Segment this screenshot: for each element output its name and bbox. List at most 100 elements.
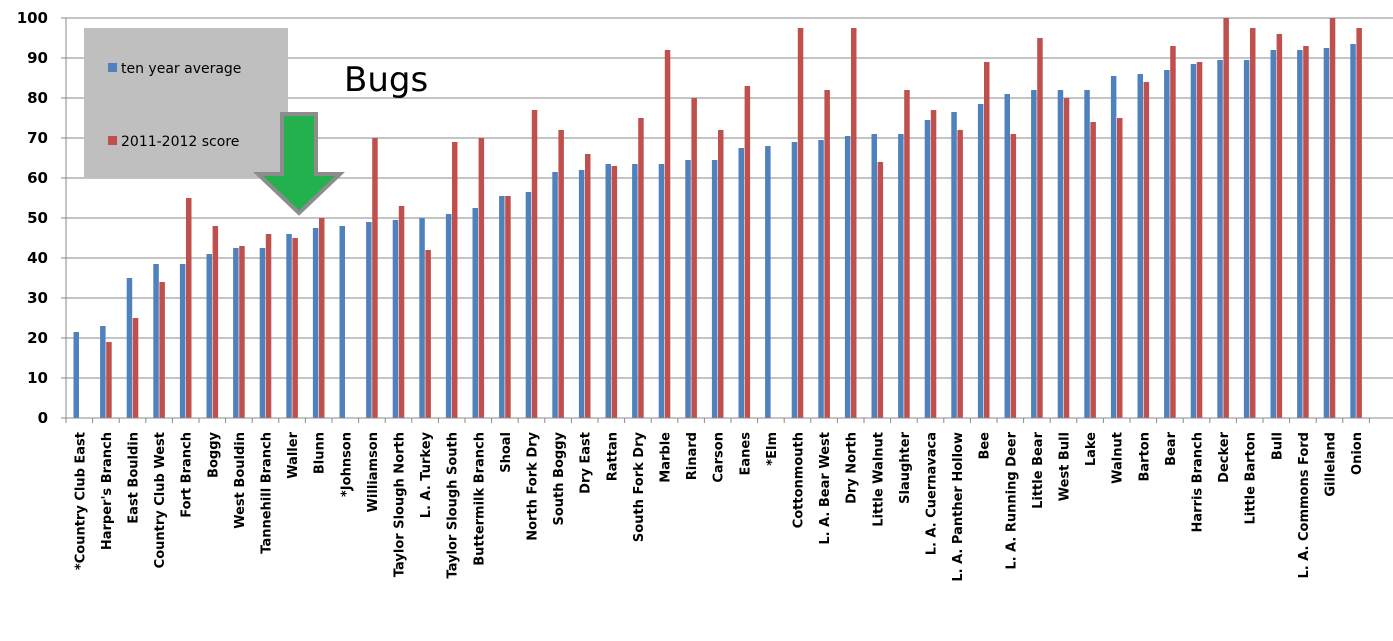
legend-label-ten-year-average: ten year average — [121, 61, 241, 77]
bar-ten-year-average — [1323, 48, 1330, 418]
x-tick-label: West Bouldin — [233, 432, 248, 529]
bar-2011-2012-score — [1117, 118, 1123, 418]
x-tick-label: Decker — [1217, 431, 1232, 482]
bar-ten-year-average — [126, 278, 133, 418]
bar-2011-2012-score — [824, 90, 830, 418]
bar-2011-2012-score — [319, 218, 325, 418]
x-tick-label: Harper's Branch — [100, 432, 115, 550]
bar-ten-year-average — [339, 226, 345, 418]
bar-ten-year-average — [871, 134, 877, 418]
bar-ten-year-average — [445, 214, 452, 418]
bar-ten-year-average — [552, 172, 558, 418]
y-tick-label: 60 — [27, 169, 48, 187]
y-tick-label: 80 — [27, 89, 48, 107]
bar-ten-year-average — [153, 264, 159, 418]
x-tick-label: West Bull — [1058, 432, 1073, 501]
bar-ten-year-average — [179, 264, 186, 418]
x-tick-label: Blunn — [313, 432, 328, 474]
bar-2011-2012-score — [1329, 18, 1336, 418]
bar-ten-year-average — [1110, 76, 1117, 418]
x-tick-label: Bee — [978, 432, 993, 460]
x-tick-label: L. A. Cuernavaca — [925, 432, 940, 555]
bar-2011-2012-score — [930, 110, 937, 418]
bar-2011-2012-score — [691, 98, 697, 418]
x-tick-label: Fort Branch — [180, 432, 195, 518]
bar-2011-2012-score — [1196, 62, 1203, 418]
legend-swatch-2011-2012-score — [108, 136, 117, 145]
bar-2011-2012-score — [1037, 38, 1043, 418]
bar-2011-2012-score — [1063, 98, 1070, 418]
bar-ten-year-average — [525, 192, 532, 418]
bar-2011-2012-score — [904, 90, 910, 418]
bar-ten-year-average — [392, 220, 399, 418]
bar-ten-year-average — [1084, 90, 1090, 418]
bar-2011-2012-score — [1143, 82, 1150, 418]
bar-ten-year-average — [1350, 44, 1356, 418]
bar-2011-2012-score — [877, 162, 884, 418]
x-tick-label: Taylor Slough South — [446, 432, 461, 578]
x-tick-label: Walnut — [1111, 432, 1126, 484]
x-tick-label: Country Club West — [153, 432, 168, 568]
y-tick-labels: 0 10 20 30 40 50 60 70 80 90 100 — [17, 9, 48, 427]
bar-ten-year-average — [1243, 60, 1250, 418]
x-tick-label: South Fork Dry — [632, 431, 647, 542]
bar-2011-2012-score — [1090, 122, 1096, 418]
x-tick-label: *Country Club East — [73, 432, 88, 570]
bar-ten-year-average — [738, 148, 744, 418]
bar-2011-2012-score — [851, 28, 857, 418]
bar-ten-year-average — [818, 140, 824, 418]
x-tick-label: Buttermilk Branch — [472, 432, 487, 566]
x-tick-label: Dry North — [845, 432, 860, 504]
bar-ten-year-average — [977, 104, 984, 418]
x-tick-label: Cottonmouth — [792, 432, 807, 528]
y-tick-label: 0 — [38, 409, 48, 427]
x-tick-label: Tannehill Branch — [260, 432, 275, 554]
x-tick-label: Lake — [1084, 432, 1099, 466]
x-tick-label: L. A. Turkey — [419, 431, 434, 518]
bar-2011-2012-score — [292, 238, 298, 418]
legend-swatch-ten-year-average — [108, 63, 117, 72]
bar-2011-2012-score — [585, 154, 591, 418]
bar-2011-2012-score — [558, 130, 564, 418]
bar-2011-2012-score — [132, 318, 139, 418]
bar-2011-2012-score — [505, 196, 511, 418]
x-tick-label: Barton — [1137, 432, 1152, 482]
bar-ten-year-average — [685, 160, 691, 418]
bar-2011-2012-score — [452, 142, 458, 418]
bar-ten-year-average — [951, 112, 957, 418]
bar-2011-2012-score — [611, 166, 618, 418]
annotation-bugs: Bugs — [344, 60, 428, 100]
bar-ten-year-average — [924, 120, 931, 418]
bar-2011-2012-score — [638, 118, 644, 418]
bar-ten-year-average — [259, 248, 266, 418]
bar-ten-year-average — [1217, 60, 1223, 418]
x-tick-label: Rattan — [605, 432, 620, 481]
bar-2011-2012-score — [797, 28, 804, 418]
legend: ten year average 2011-2012 score — [84, 28, 288, 178]
x-tick-label: South Boggy — [552, 431, 567, 525]
x-tick-label: Dry East — [579, 432, 594, 494]
y-tick-label: 70 — [27, 129, 48, 147]
bar-ten-year-average — [632, 164, 638, 418]
bar-ten-year-average — [312, 228, 319, 418]
bar-ten-year-average — [765, 146, 771, 418]
bar-2011-2012-score — [1276, 34, 1283, 418]
legend-label-2011-2012-score: 2011-2012 score — [121, 134, 239, 150]
bar-ten-year-average — [898, 134, 904, 418]
x-tick-label: Carson — [712, 432, 727, 483]
x-tick-label: Onion — [1350, 432, 1365, 475]
y-tick-label: 50 — [27, 209, 48, 227]
x-tick-label: East Bouldin — [127, 432, 142, 524]
x-tick-label: Shoal — [499, 432, 514, 473]
bar-2011-2012-score — [531, 110, 538, 418]
x-tick-label: Bear — [1164, 431, 1179, 465]
x-tick-label: Little Barton — [1244, 432, 1259, 524]
axes — [61, 17, 1393, 423]
bar-2011-2012-score — [1010, 134, 1017, 418]
y-tick-label: 90 — [27, 49, 48, 67]
x-tick-label: Bull — [1270, 432, 1285, 460]
bar-ten-year-average — [472, 208, 478, 418]
bar-ten-year-average — [419, 218, 425, 418]
bar-ten-year-average — [605, 164, 611, 418]
bar-ten-year-average — [366, 222, 372, 418]
